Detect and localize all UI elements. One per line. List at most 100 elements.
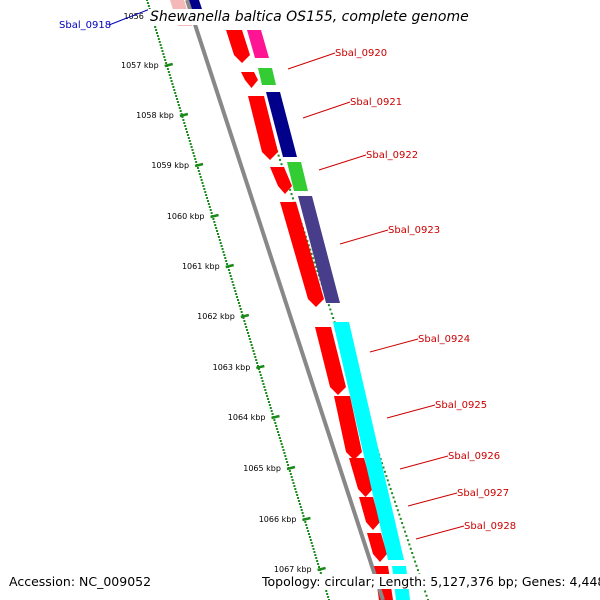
gene-leader-line bbox=[415, 525, 465, 540]
gene-leader-line bbox=[339, 229, 389, 245]
track-dot bbox=[231, 281, 234, 283]
track-dot bbox=[182, 119, 185, 121]
track-dot bbox=[326, 593, 329, 595]
inner-track-dot bbox=[386, 479, 389, 482]
inner-track-dot bbox=[307, 244, 310, 247]
track-dot bbox=[175, 95, 178, 97]
track-dot bbox=[220, 245, 223, 247]
track-dot bbox=[237, 302, 240, 304]
gene-feature bbox=[247, 30, 269, 58]
track-dot bbox=[213, 221, 216, 223]
track-dot bbox=[247, 335, 250, 337]
tick-label: 1065 kbp bbox=[243, 464, 281, 473]
track-dot bbox=[284, 455, 287, 457]
track-dot bbox=[168, 74, 171, 76]
track-dot bbox=[301, 512, 304, 514]
tick-mark bbox=[271, 414, 280, 420]
track-dot bbox=[294, 488, 297, 490]
track-dot bbox=[297, 497, 300, 499]
track-dot bbox=[176, 98, 179, 100]
track-dot bbox=[165, 62, 168, 64]
track-dot bbox=[288, 470, 291, 472]
track-dot bbox=[166, 68, 169, 70]
inner-track-dot bbox=[392, 496, 395, 499]
gene-leader-line bbox=[318, 154, 367, 171]
gene-leader-line bbox=[399, 455, 449, 470]
track-dot bbox=[226, 263, 229, 265]
tick-mark bbox=[240, 313, 250, 319]
track-dot bbox=[243, 320, 246, 322]
inner-track-dot bbox=[306, 240, 309, 243]
track-dot bbox=[160, 47, 163, 49]
track-dot bbox=[215, 227, 218, 229]
track-dot bbox=[250, 344, 253, 346]
track-dot bbox=[158, 41, 161, 43]
track-dot bbox=[275, 425, 278, 427]
track-dot bbox=[162, 53, 165, 55]
track-dot bbox=[273, 419, 276, 421]
gene-leader-line bbox=[287, 52, 336, 70]
track-dot bbox=[253, 353, 256, 355]
inner-track-dot bbox=[404, 530, 407, 533]
gene-feature bbox=[298, 196, 340, 303]
track-dot bbox=[195, 161, 198, 163]
track-dot bbox=[277, 434, 280, 436]
track-dot bbox=[233, 287, 236, 289]
track-dot bbox=[210, 212, 213, 214]
track-dot bbox=[189, 143, 192, 145]
gene-leader-line bbox=[108, 8, 151, 26]
track-dot bbox=[170, 80, 173, 82]
inner-track-dot bbox=[310, 252, 313, 255]
track-dot bbox=[221, 248, 224, 250]
track-dot bbox=[263, 386, 266, 388]
inner-track-dot bbox=[291, 197, 294, 200]
gene-label: Sbal_0921 bbox=[350, 97, 402, 108]
track-dot bbox=[194, 158, 197, 160]
inner-track-dot bbox=[277, 154, 280, 157]
inner-track-dot bbox=[411, 552, 414, 554]
gene-feature bbox=[248, 96, 278, 160]
track-dot bbox=[314, 554, 317, 556]
track-dot bbox=[256, 362, 259, 364]
gene-label: Sbal_0924 bbox=[418, 334, 470, 345]
inner-track-dot bbox=[289, 188, 292, 191]
inner-track-dot bbox=[395, 505, 398, 507]
track-dot bbox=[296, 494, 299, 496]
track-dot bbox=[186, 131, 189, 133]
gene-feature bbox=[241, 72, 258, 88]
track-dot bbox=[164, 59, 167, 61]
inner-track-dot bbox=[290, 193, 293, 196]
track-dot bbox=[200, 179, 203, 181]
track-dot bbox=[282, 449, 285, 451]
track-dot bbox=[242, 317, 245, 319]
tick-label: 1063 kbp bbox=[213, 363, 251, 372]
inner-track-dot bbox=[330, 312, 333, 315]
inner-track-dot bbox=[414, 560, 417, 563]
track-dot bbox=[244, 323, 247, 325]
track-dot bbox=[291, 479, 294, 481]
track-dot bbox=[186, 134, 189, 136]
track-dot bbox=[184, 125, 187, 127]
track-dot bbox=[203, 188, 206, 190]
track-dot bbox=[228, 272, 231, 274]
accession-text: Accession: NC_009052 bbox=[9, 574, 152, 589]
track-dot bbox=[248, 338, 251, 340]
track-dot bbox=[229, 275, 232, 277]
inner-track-dot bbox=[424, 590, 427, 593]
track-dot bbox=[255, 359, 258, 361]
track-dot bbox=[225, 260, 228, 262]
track-dot bbox=[205, 194, 208, 196]
track-dot bbox=[278, 437, 281, 439]
track-dot bbox=[237, 299, 239, 301]
track-dot bbox=[307, 530, 310, 532]
track-dot bbox=[192, 152, 195, 154]
tick-label: 1058 kbp bbox=[136, 111, 174, 120]
track-dot bbox=[308, 536, 311, 538]
track-dot bbox=[267, 401, 270, 403]
inner-track-dot bbox=[314, 265, 317, 268]
gene-feature bbox=[266, 92, 297, 157]
gene-leader-line bbox=[302, 101, 351, 119]
track-dot bbox=[181, 116, 184, 118]
track-dot bbox=[178, 107, 181, 109]
